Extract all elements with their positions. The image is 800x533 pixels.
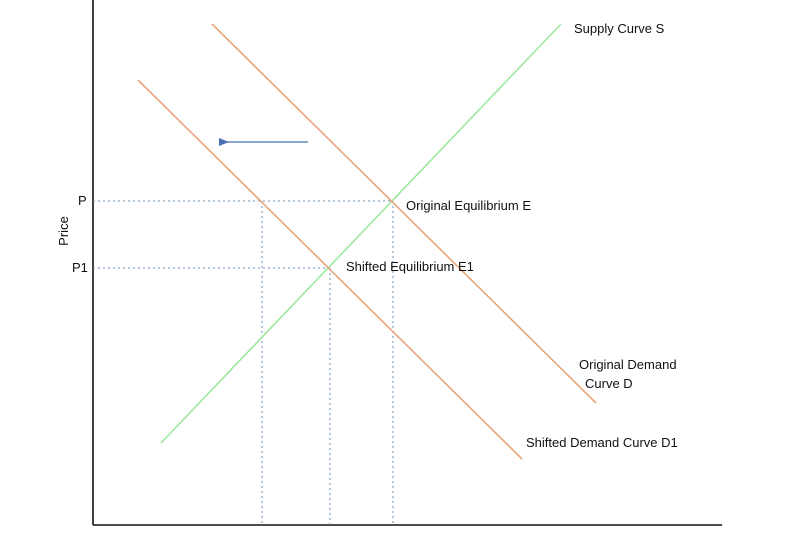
shifted-equilibrium-label: Shifted Equilibrium E1 [346,259,474,274]
tick-label-p1: P1 [72,260,88,275]
supply-curve [160,23,562,444]
tick-label-p: P [78,193,87,208]
original-equilibrium-label: Original Equilibrium E [406,198,531,213]
supply-curve-label: Supply Curve S [574,21,665,36]
shifted-demand-curve [137,79,523,460]
y-axis-label: Price [56,216,71,246]
original-demand-curve [211,23,597,404]
original-demand-label-line1: Original Demand [579,357,677,372]
original-demand-label-line2: Curve D [585,376,633,391]
shifted-demand-label: Shifted Demand Curve D1 [526,435,678,450]
